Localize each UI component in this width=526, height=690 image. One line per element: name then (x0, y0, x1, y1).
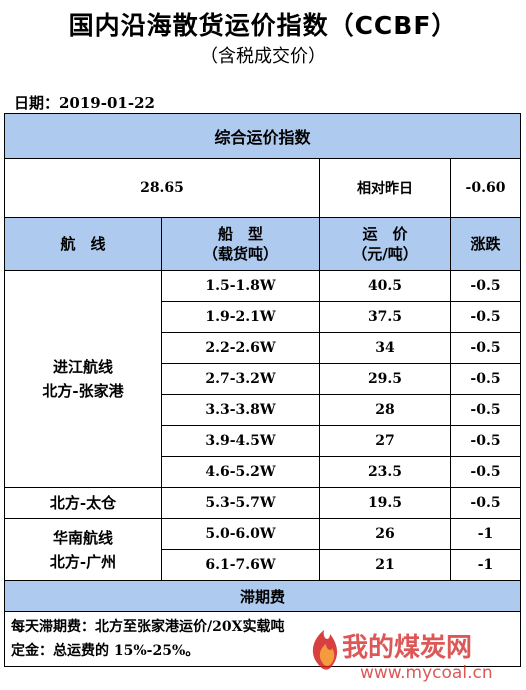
change-cell: -0.5 (449, 363, 522, 395)
price-cell: 26 (319, 518, 451, 550)
table-row: 1.9-2.1W 37.5 -0.5 (5, 301, 522, 333)
price-cell: 27 (319, 425, 451, 457)
report-date: 日期：2019-01-22 (14, 94, 155, 112)
freight-header: 运 价 （元/吨） (319, 217, 451, 271)
change-cell: -1 (449, 518, 522, 550)
table-row: 4.6-5.2W 23.5 -0.5 (5, 456, 522, 488)
price-cell: 34 (319, 332, 451, 364)
ship-type-cell: 6.1-7.6W (161, 549, 320, 581)
price-cell: 29.5 (319, 363, 451, 395)
price-cell: 28 (319, 394, 451, 426)
ship-type-cell: 3.3-3.8W (161, 394, 320, 426)
table-row: 3.3-3.8W 28 -0.5 (5, 394, 522, 426)
composite-index-value: 28.65 (4, 158, 320, 218)
ship-type-cell: 4.6-5.2W (161, 456, 320, 488)
route-cell: 华南航线 北方-广州 (4, 518, 162, 581)
change-cell: -0.5 (449, 332, 522, 364)
table-row: 2.7-3.2W 29.5 -0.5 (5, 363, 522, 395)
price-cell: 21 (319, 549, 451, 581)
change-cell: -0.5 (449, 301, 522, 333)
change-cell: -0.5 (449, 425, 522, 457)
freight-index-table: 综合运价指数 28.65 相对昨日 -0.60 航 线 船 型 （载货吨） 运 … (3, 113, 522, 667)
route-cell: 进江航线 北方-张家港 (4, 270, 162, 488)
ship-type-cell: 2.2-2.6W (161, 332, 320, 364)
table-row: 3.9-4.5W 27 -0.5 (5, 425, 522, 457)
change-cell: -0.5 (449, 270, 522, 302)
ship-type-cell: 3.9-4.5W (161, 425, 320, 457)
price-cell: 23.5 (319, 456, 451, 488)
change-cell: -0.5 (449, 394, 522, 426)
page-title: 国内沿海散货运价指数（CCBF） (68, 11, 458, 40)
change-header: 涨跌 (449, 217, 522, 271)
price-cell: 40.5 (319, 270, 451, 302)
route-header: 航 线 (4, 217, 162, 271)
ship-type-cell: 5.0-6.0W (161, 518, 320, 550)
table-row: 北方-太仓 5.3-5.7W 19.5 -0.5 (4, 487, 522, 519)
price-cell: 37.5 (319, 301, 451, 333)
relative-label: 相对昨日 (319, 158, 451, 218)
page-subtitle: （含税成交价） (200, 46, 326, 67)
demurrage-note: 每天滞期费：北方至张家港运价/20X实载吨 定金：总运费的 15%-25%。 (3, 611, 522, 667)
flame-icon (312, 630, 338, 670)
relative-change: -0.60 (449, 158, 522, 218)
watermark-url: www.mycoal.cn (360, 663, 493, 683)
price-cell: 19.5 (319, 487, 451, 519)
section-title: 综合运价指数 (3, 113, 522, 159)
ship-type-cell: 2.7-3.2W (161, 363, 320, 395)
demurrage-title: 滞期费 (3, 580, 522, 612)
ship-type-cell: 1.9-2.1W (161, 301, 320, 333)
table-row: 华南航线 北方-广州 5.0-6.0W 26 -1 (4, 518, 522, 581)
table-row: 6.1-7.6W 21 -1 (5, 549, 522, 581)
change-cell: -0.5 (449, 456, 522, 488)
table-row: 进江航线 北方-张家港 1.5-1.8W 40.5 -0.5 (4, 270, 522, 488)
mycoal-watermark-logo: 我的煤炭网 www.mycoal.cn (312, 630, 493, 683)
watermark-brand: 我的煤炭网 (342, 632, 472, 663)
change-cell: -1 (449, 549, 522, 581)
ship-type-header: 船 型 （载货吨） (161, 217, 320, 271)
ship-type-cell: 5.3-5.7W (161, 487, 320, 519)
table-row: 2.2-2.6W 34 -0.5 (5, 332, 522, 364)
ship-type-cell: 1.5-1.8W (161, 270, 320, 302)
change-cell: -0.5 (449, 487, 522, 519)
route-cell: 北方-太仓 (4, 487, 162, 519)
